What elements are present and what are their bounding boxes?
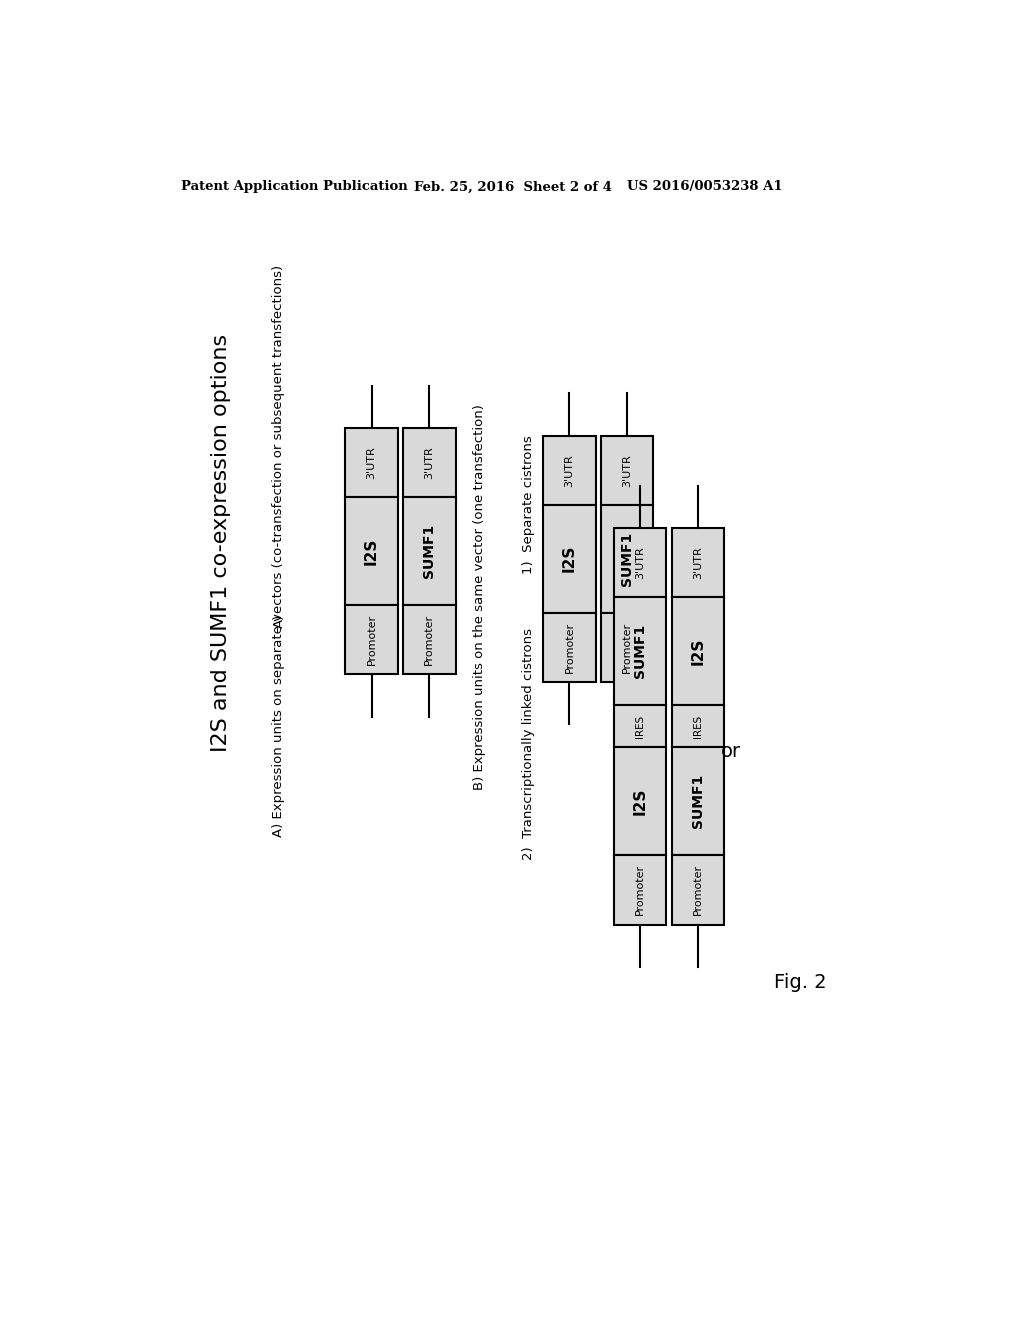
Text: Promoter: Promoter xyxy=(367,614,377,665)
Bar xyxy=(672,598,724,705)
Bar xyxy=(601,506,653,612)
Bar xyxy=(403,428,456,498)
Text: Promoter: Promoter xyxy=(564,622,574,673)
Text: 1)  Separate cistrons: 1) Separate cistrons xyxy=(521,436,535,574)
Text: Fig. 2: Fig. 2 xyxy=(774,973,826,991)
Text: Patent Application Publication: Patent Application Publication xyxy=(180,181,408,194)
Text: 3'UTR: 3'UTR xyxy=(564,454,574,487)
Text: 3'UTR: 3'UTR xyxy=(424,446,434,479)
Bar xyxy=(345,498,397,605)
Text: I2S and SUMF1 co-expression options: I2S and SUMF1 co-expression options xyxy=(211,334,231,752)
Text: I2S: I2S xyxy=(690,638,706,665)
Bar xyxy=(403,498,456,605)
Text: B) Expression units on the same vector (one transfection): B) Expression units on the same vector (… xyxy=(473,404,485,791)
Bar xyxy=(614,855,667,924)
Text: Promoter: Promoter xyxy=(623,622,632,673)
Text: I2S: I2S xyxy=(365,537,379,565)
Bar xyxy=(544,436,596,506)
Bar xyxy=(672,705,724,747)
Bar xyxy=(672,528,724,598)
Bar xyxy=(544,612,596,682)
Bar xyxy=(345,605,397,675)
Bar xyxy=(614,705,667,747)
Text: IRES: IRES xyxy=(635,714,645,738)
Text: I2S: I2S xyxy=(562,545,577,573)
Bar xyxy=(614,747,667,855)
Bar xyxy=(672,855,724,924)
Text: 2)  Transcriptionally linked cistrons: 2) Transcriptionally linked cistrons xyxy=(521,627,535,859)
Text: SUMF1: SUMF1 xyxy=(633,624,647,678)
Text: Promoter: Promoter xyxy=(424,614,434,665)
Bar xyxy=(544,506,596,612)
Text: US 2016/0053238 A1: US 2016/0053238 A1 xyxy=(628,181,782,194)
Text: SUMF1: SUMF1 xyxy=(621,532,634,586)
Text: 3'UTR: 3'UTR xyxy=(623,454,632,487)
Text: A) Expression units on separate vectors (co-transfection or subsequent transfect: A) Expression units on separate vectors … xyxy=(272,265,285,837)
Text: Promoter: Promoter xyxy=(635,865,645,916)
Text: SUMF1: SUMF1 xyxy=(691,775,706,829)
Text: Promoter: Promoter xyxy=(693,865,703,916)
Text: I2S: I2S xyxy=(633,788,648,814)
Bar xyxy=(345,428,397,498)
Text: IRES: IRES xyxy=(693,714,703,738)
Text: Feb. 25, 2016  Sheet 2 of 4: Feb. 25, 2016 Sheet 2 of 4 xyxy=(414,181,612,194)
Text: 3'UTR: 3'UTR xyxy=(367,446,377,479)
Bar xyxy=(614,528,667,598)
Bar xyxy=(614,598,667,705)
Bar xyxy=(403,605,456,675)
Text: 3'UTR: 3'UTR xyxy=(693,546,703,579)
Text: SUMF1: SUMF1 xyxy=(422,524,436,578)
Bar xyxy=(672,747,724,855)
Bar xyxy=(601,612,653,682)
Text: A): A) xyxy=(272,614,286,627)
Text: or: or xyxy=(721,742,741,760)
Text: 3'UTR: 3'UTR xyxy=(635,546,645,579)
Bar xyxy=(601,436,653,506)
